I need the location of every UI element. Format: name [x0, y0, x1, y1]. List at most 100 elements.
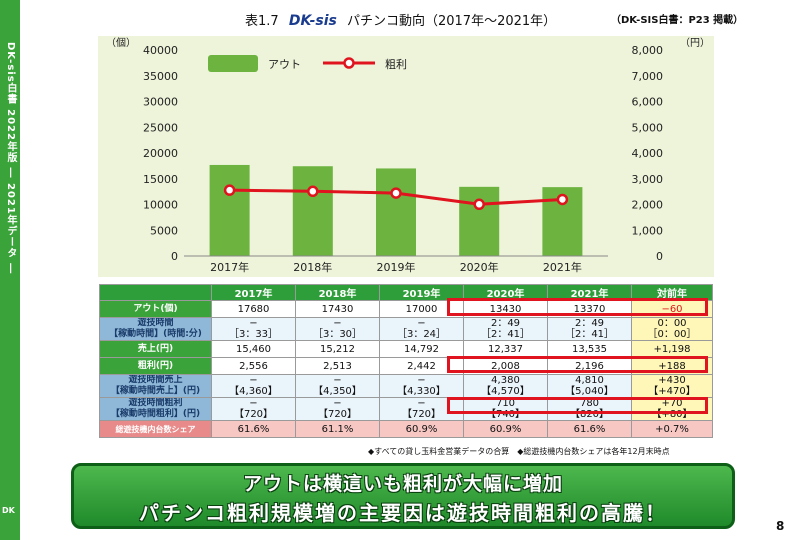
cell-sub: ［3：24］	[396, 329, 447, 340]
y-right-tick-label: 1,000	[632, 224, 664, 237]
bar-out	[459, 186, 500, 256]
header: 表1.7 DK-sis パチンコ動向（2017年～2021年） （DK-SIS白…	[0, 6, 800, 29]
table-row: 売上(円) 15,460 15,212 14,792 12,337 13,535…	[99, 340, 713, 358]
y-right-tick-label: 4,000	[632, 147, 664, 160]
table-cell: 4,380 【4,570】	[463, 374, 548, 398]
row-label-main: 遊技時間粗利	[128, 398, 183, 409]
chart-area: 0 5000 10000 15000 20000 25000 30000 35000 40000…	[98, 36, 714, 277]
cell-sub: 【+80】	[651, 409, 693, 420]
table-cell: 61.6%	[547, 420, 632, 438]
legend-label-gross: 粗利	[385, 58, 407, 71]
point-gross-profit	[223, 184, 236, 196]
table-cell: − 【720】	[379, 397, 464, 421]
y-right-tick-label: 7,000	[632, 70, 664, 83]
cell-sub: 【740】	[485, 409, 526, 420]
yoy-cell: −60	[631, 300, 713, 318]
cell-main: +70	[661, 398, 683, 410]
banner-line-1: アウトは横這いも粗利が大幅に増加	[242, 473, 563, 495]
header-year: 2017年	[211, 284, 296, 301]
table-cell: 2,442	[379, 357, 464, 375]
y-left-tick-label: 0	[171, 250, 178, 263]
table-row: 遊技時間粗利 【稼動時間粗利】(円) − 【720】 − 【720】 − 【720】 7…	[99, 397, 713, 421]
table-cell: − 【4,330】	[379, 374, 464, 398]
point-gross-profit	[307, 185, 319, 198]
row-label: 遊技時間粗利 【稼動時間粗利】(円)	[99, 397, 212, 421]
cell-sub: 【820】	[569, 409, 610, 420]
sidebar-title: DK-sis白書 2022年版 ― 2021年データ ―	[5, 42, 16, 275]
table-cell: 14,792	[379, 340, 464, 358]
cell-sub: 【4,350】	[313, 386, 362, 397]
row-label: 遊技時間 【稼動時間】(時間:分)	[99, 317, 212, 341]
table-cell: 2,196	[547, 357, 632, 375]
cell-sub: ［2：41］	[564, 329, 615, 340]
cell-main: 4,810	[575, 375, 604, 387]
cell-sub: 【720】	[233, 409, 274, 420]
y-right-unit: （円）	[680, 37, 710, 49]
cell-main: −	[249, 398, 258, 410]
table-cell: 61.6%	[211, 420, 296, 438]
cell-sub: ［3：33］	[228, 329, 279, 340]
cell-main: −	[249, 375, 258, 387]
y-left-tick-label: 35000	[143, 70, 178, 83]
cell-main: 710	[495, 398, 516, 410]
cell-main: −	[333, 375, 342, 387]
cell-sub: 【4,360】	[229, 386, 278, 397]
table-number: 表1.7	[245, 14, 279, 29]
cell-main: −	[249, 318, 258, 330]
table-cell: 780 【820】	[547, 397, 632, 421]
row-label-main: 遊技時間	[137, 318, 174, 329]
x-tick-label: 2018年	[293, 260, 332, 274]
y-right-tick-label: 2,000	[632, 199, 664, 212]
table-cell: 61.1%	[295, 420, 380, 438]
table-row: 総遊技機内台数シェア 61.6% 61.1% 60.9% 60.9% 61.6%…	[99, 420, 713, 438]
cell-sub: ［2：41］	[480, 329, 531, 340]
yoy-cell: +0.7%	[631, 420, 713, 438]
cell-main: 2：49	[574, 318, 605, 330]
y-left-tick-label: 30000	[143, 96, 178, 109]
bar-out	[292, 166, 333, 256]
y-left-tick-label: 5000	[150, 224, 178, 237]
table-cell: 12,337	[463, 340, 548, 358]
header-year: 2019年	[379, 284, 464, 301]
legend-swatch-gross-marker	[343, 57, 355, 69]
y-right-tick-label: 8,000	[632, 44, 664, 57]
page-number: 8	[776, 519, 785, 533]
x-tick-label: 2021年	[543, 260, 582, 274]
row-label: 粗利(円)	[99, 357, 212, 375]
row-label: 遊技時間売上 【稼動時間売上】(円)	[99, 374, 212, 398]
cell-sub: 【5,040】	[565, 386, 614, 397]
header-yoy: 対前年	[631, 284, 713, 301]
cell-sub: ［0：00］	[647, 329, 697, 340]
row-label-sub: 【稼動時間売上】(円)	[110, 386, 201, 396]
cell-main: −	[417, 318, 426, 330]
table-cell: 710 【740】	[463, 397, 548, 421]
table-cell: 2,556	[211, 357, 296, 375]
y-left-tick-label: 25000	[143, 121, 178, 134]
table-cell: − 【720】	[211, 397, 296, 421]
table-cell: − ［3：33］	[211, 317, 296, 341]
row-label-main: 遊技時間売上	[128, 375, 183, 386]
row-label-sub: 【稼動時間】(時間:分)	[109, 329, 202, 339]
table-row: 遊技時間 【稼動時間】(時間:分) − ［3：33］ − ［3：30］ − ［3：24］…	[99, 317, 713, 341]
table-cell: 2,008	[463, 357, 548, 375]
table-cell: 4,810 【5,040】	[547, 374, 632, 398]
table-cell: 60.9%	[379, 420, 464, 438]
row-label: 総遊技機内台数シェア	[99, 420, 212, 438]
cell-sub: ［3：30］	[312, 329, 363, 340]
dk-sis-logo: DK-sis	[288, 13, 337, 29]
y-left-tick-label: 15000	[143, 173, 178, 186]
cell-sub: 【4,330】	[397, 386, 446, 397]
header-year: 2021年	[547, 284, 632, 301]
table-row: 遊技時間売上 【稼動時間売上】(円) − 【4,360】 − 【4,350】 − 【4,…	[99, 374, 713, 398]
table-cell: 60.9%	[463, 420, 548, 438]
x-tick-label: 2017年	[210, 260, 249, 274]
point-gross-profit	[390, 187, 402, 199]
cell-main: 780	[579, 398, 600, 410]
header-year: 2018年	[295, 284, 380, 301]
table-header-row: 2017年 2018年 2019年 2020年 2021年 対前年	[99, 284, 713, 301]
row-label: アウト(個)	[99, 300, 212, 318]
y-right-tick-label: 0	[656, 250, 663, 263]
y-left-tick-label: 10000	[143, 199, 178, 212]
footnote: ◆すべての貸し玉料金営業データの合算 ◆総遊技機内台数シェアは各年12月末時点	[368, 447, 670, 456]
table-cell: − 【720】	[295, 397, 380, 421]
